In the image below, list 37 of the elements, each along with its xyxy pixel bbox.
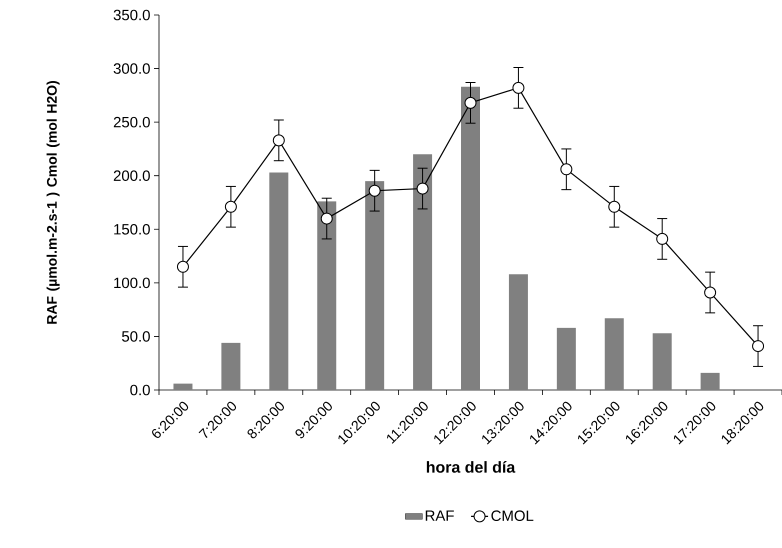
point [368,184,381,197]
bar [269,172,288,390]
bar [604,318,624,390]
point [416,182,429,195]
point [608,200,620,213]
point [704,286,716,298]
point [512,82,524,94]
point [656,232,668,245]
x-axis-title: hora del día [426,460,516,473]
point [176,260,189,273]
y-tick-label: 100.0 [114,278,150,288]
bar [365,181,384,390]
bar [461,86,480,390]
y-tick-label: 150.0 [114,224,150,235]
bar [652,333,672,390]
bar [508,274,528,390]
point [320,212,333,225]
y-tick-label: 300.0 [114,63,150,74]
point [560,163,572,176]
point [464,96,477,109]
bar [700,372,720,390]
y-tick-label: 50.0 [122,331,150,342]
point [272,134,285,146]
legend-label: CMOL [491,510,534,522]
point [224,200,237,213]
y-tick-label: 250.0 [114,116,150,128]
bar [317,201,336,390]
point [752,340,764,352]
y-tick-label: 350.0 [114,10,150,20]
bar [413,154,432,390]
bar [173,384,192,390]
bar [556,328,576,390]
y-axis-title: RAF (µmol.m-2.s-1 ) Cmol (mol H2O) [46,81,60,324]
bar [221,342,240,390]
y-tick-label: 200.0 [114,170,150,181]
legend-label: RAF [426,510,454,521]
y-tick-label: 0.0 [130,384,150,396]
